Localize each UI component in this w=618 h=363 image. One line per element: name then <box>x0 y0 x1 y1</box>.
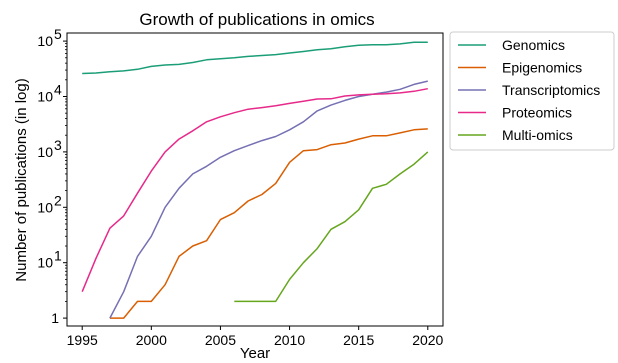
plot-series <box>81 41 429 319</box>
series-line-proteomics <box>81 87 428 292</box>
y-tick-exponent: 1 <box>54 248 62 264</box>
y-axis-title: Number of publications (in log) <box>13 78 30 281</box>
x-tick-label: 2010 <box>274 332 305 348</box>
legend: Genomics Epigenomics Transcriptomics Proteo… <box>449 31 615 151</box>
y-tick-label: 10 <box>37 199 53 215</box>
x-tick-label: 2020 <box>412 332 443 348</box>
legend-label-genomics: Genomics <box>502 37 565 53</box>
x-tick-label: 2005 <box>205 332 236 348</box>
x-axis-title: Year <box>240 345 270 362</box>
series-line-transcriptomics <box>109 80 428 319</box>
legend-label-proteomics: Proteomics <box>502 105 572 121</box>
series-line-multi-omics <box>234 151 429 303</box>
y-tick-label: 10 <box>37 88 53 104</box>
y-tick-exponent: 2 <box>54 192 62 208</box>
x-tick-label: 1995 <box>67 332 98 348</box>
x-tick-label: 2015 <box>343 332 374 348</box>
legend-label-epigenomics: Epigenomics <box>502 60 582 76</box>
y-tick-label: 10 <box>37 255 53 271</box>
x-tick-label: 2000 <box>136 332 167 348</box>
legend-frame <box>449 31 615 151</box>
plot-frame <box>66 32 444 327</box>
x-axis: 1995 2000 2005 2010 2015 2020 <box>67 326 444 348</box>
y-tick-label: 1 <box>51 310 59 326</box>
y-tick-exponent: 4 <box>54 81 62 97</box>
series-line-epigenomics <box>109 128 428 319</box>
y-tick-label: 10 <box>37 144 53 160</box>
legend-label-multi-omics: Multi-omics <box>502 127 573 143</box>
y-tick-exponent: 3 <box>54 137 62 153</box>
y-tick-label: 10 <box>37 33 53 49</box>
legend-label-transcriptomics: Transcriptomics <box>502 82 600 98</box>
chart-title: Growth of publications in omics <box>139 10 374 29</box>
series-line-genomics <box>82 41 428 75</box>
y-tick-exponent: 5 <box>54 26 62 42</box>
